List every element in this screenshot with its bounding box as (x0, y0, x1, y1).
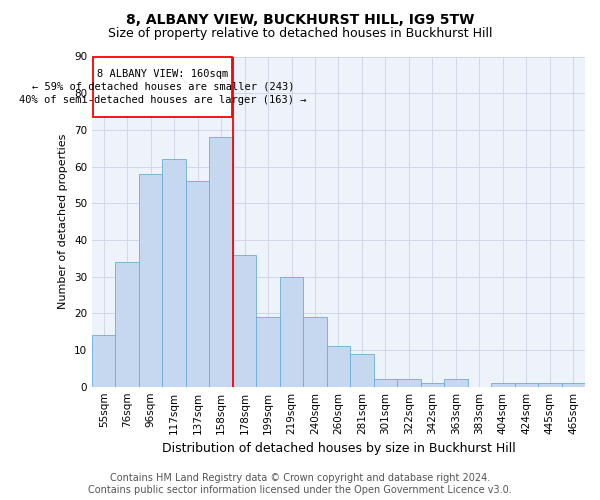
Bar (139, 174, 163, 386)
Y-axis label: Number of detached properties: Number of detached properties (58, 134, 68, 310)
Bar (397, 380, 421, 386)
Bar (491, 383, 515, 386)
Bar (303, 317, 327, 386)
Bar (280, 276, 303, 386)
Bar (327, 346, 350, 387)
Bar (209, 137, 233, 386)
Text: 8, ALBANY VIEW, BUCKHURST HILL, IG9 5TW: 8, ALBANY VIEW, BUCKHURST HILL, IG9 5TW (126, 12, 474, 26)
Bar (515, 383, 538, 386)
Bar (350, 354, 374, 386)
Bar (256, 317, 280, 386)
Bar (538, 383, 562, 386)
Bar (374, 380, 397, 386)
Bar (421, 383, 444, 386)
Bar (163, 159, 186, 386)
Bar (115, 262, 139, 386)
Bar (93, 56, 232, 117)
Text: Size of property relative to detached houses in Buckhurst Hill: Size of property relative to detached ho… (108, 28, 492, 40)
X-axis label: Distribution of detached houses by size in Buckhurst Hill: Distribution of detached houses by size … (161, 442, 515, 455)
Bar (444, 380, 467, 386)
Bar (186, 181, 209, 386)
Bar (233, 254, 256, 386)
Text: 8 ALBANY VIEW: 160sqm
← 59% of detached houses are smaller (243)
40% of semi-det: 8 ALBANY VIEW: 160sqm ← 59% of detached … (19, 68, 307, 105)
Text: Contains HM Land Registry data © Crown copyright and database right 2024.
Contai: Contains HM Land Registry data © Crown c… (88, 474, 512, 495)
Bar (562, 383, 585, 386)
Bar (92, 336, 115, 386)
